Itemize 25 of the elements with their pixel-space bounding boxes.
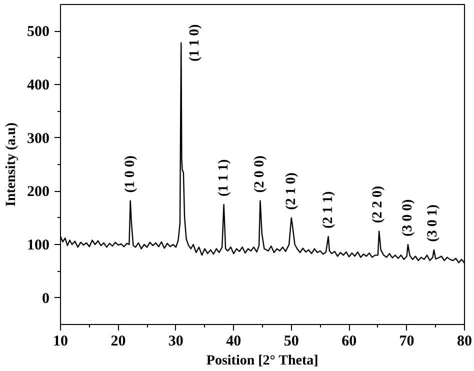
- y-tick-label: 0: [42, 290, 50, 307]
- x-tick-label: 20: [110, 334, 126, 350]
- annotation: (1 1 1): [216, 158, 232, 196]
- annotation: (3 0 1): [425, 204, 440, 242]
- y-tick-label: 300: [27, 130, 50, 147]
- y-tick-label: 200: [27, 184, 50, 200]
- annotation: (2 1 1): [320, 190, 336, 228]
- x-tick-label: 30: [168, 334, 184, 350]
- x-tick-label: 70: [399, 334, 414, 350]
- y-axis-title: Intensity (a.u): [4, 122, 19, 207]
- x-tick-label: 50: [284, 334, 299, 350]
- y-tick-label: 100: [27, 238, 50, 254]
- x-axis-title: Position [2° Theta]: [206, 354, 318, 368]
- annotation: (1 1 0): [188, 24, 203, 62]
- x-tick-label: 60: [342, 334, 357, 350]
- annotation: (3 0 0): [400, 198, 416, 236]
- x-tick-label: 40: [226, 334, 242, 350]
- y-tick-label: 400: [27, 78, 50, 94]
- annotation: (1 0 0): [122, 155, 138, 193]
- x-tick-label: 80: [457, 334, 472, 350]
- y-tick-label: 500: [27, 24, 50, 40]
- x-tick-label: 10: [53, 334, 68, 350]
- annotation: (2 1 0): [284, 172, 299, 210]
- annotation: (2 2 0): [370, 186, 386, 224]
- annotation: (2 0 0): [252, 155, 268, 193]
